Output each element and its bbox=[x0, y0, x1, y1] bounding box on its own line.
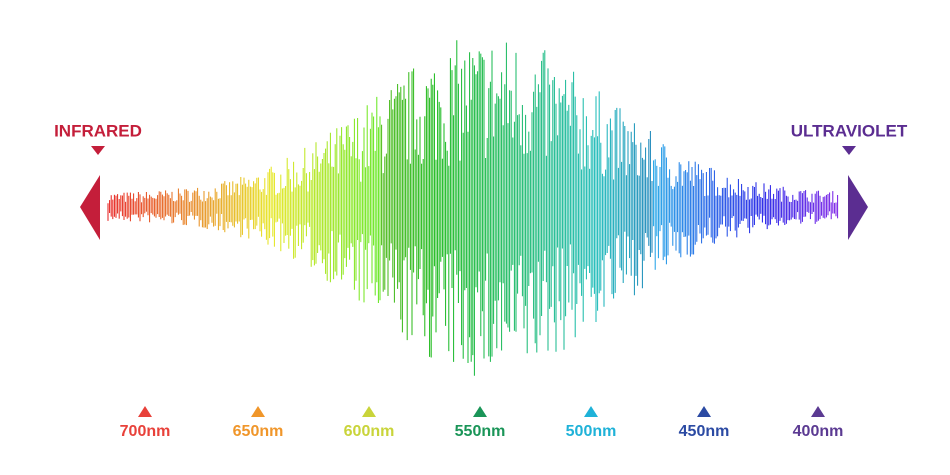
wavelength-marker bbox=[584, 406, 598, 417]
wavelength-marker bbox=[811, 406, 825, 417]
infrared-label: INFRARED bbox=[54, 121, 142, 140]
infrared-marker bbox=[91, 146, 105, 155]
wavelength-label: 700nm bbox=[120, 423, 171, 440]
wavelength-label: 650nm bbox=[233, 423, 284, 440]
wavelength-marker bbox=[251, 406, 265, 417]
wavelength-marker bbox=[362, 406, 376, 417]
wavelength-labels: 700nm 650nm 600nm 550nm 500nm 450nm 400nm bbox=[120, 406, 844, 440]
right-arrow bbox=[848, 175, 868, 240]
wavelength-label: 600nm bbox=[344, 423, 395, 440]
wavelength-label: 450nm bbox=[679, 423, 730, 440]
ultraviolet-marker bbox=[842, 146, 856, 155]
wavelength-label: 400nm bbox=[793, 423, 844, 440]
wavelength-label: 500nm bbox=[566, 423, 617, 440]
left-arrow bbox=[80, 175, 100, 240]
wavelength-label: 550nm bbox=[455, 423, 506, 440]
wavelength-marker bbox=[473, 406, 487, 417]
wavelength-marker bbox=[138, 406, 152, 417]
ultraviolet-label: ULTRAVIOLET bbox=[791, 121, 908, 140]
wavelength-marker bbox=[697, 406, 711, 417]
waveform bbox=[107, 40, 839, 376]
